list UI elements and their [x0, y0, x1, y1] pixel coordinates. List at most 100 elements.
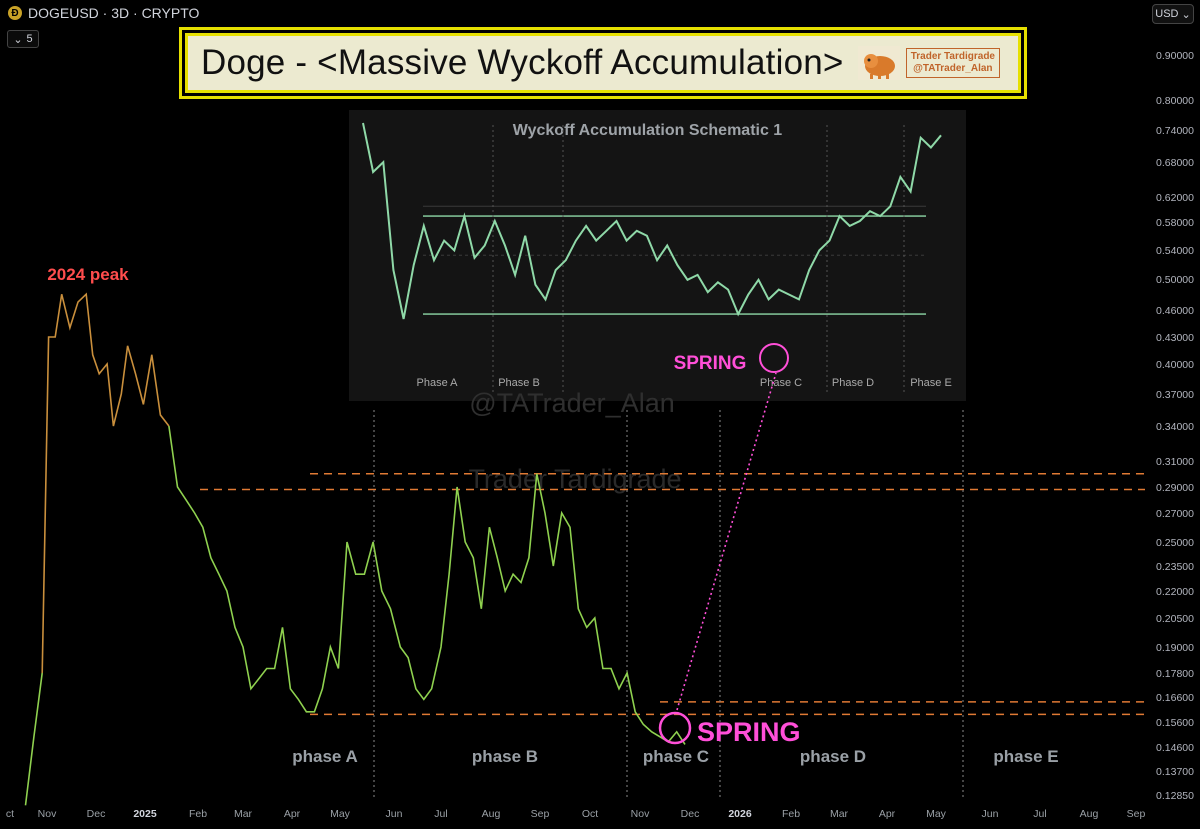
phase-label: phase C — [643, 747, 709, 766]
x-tick-label: Mar — [234, 808, 253, 820]
x-tick-label: Nov — [631, 808, 650, 820]
schematic-spring-circle — [759, 343, 789, 373]
y-tick-label: 0.50000 — [1156, 274, 1194, 286]
y-tick-label: 0.34000 — [1156, 421, 1194, 433]
schematic-line — [362, 122, 942, 320]
x-tick-label: Feb — [782, 808, 800, 820]
y-tick-label: 0.13700 — [1156, 766, 1194, 778]
x-tick-label: Jun — [982, 808, 999, 820]
price-series — [24, 292, 686, 806]
currency-label: USD — [1155, 8, 1179, 20]
phase-label: phase B — [472, 747, 538, 766]
y-tick-label: 0.15600 — [1156, 717, 1194, 729]
y-tick-label: 0.14600 — [1156, 742, 1194, 754]
schematic-inset: Wyckoff Accumulation Schematic 1 Phase A P… — [349, 110, 966, 494]
symbol-header[interactable]: Ð DOGEUSD · 3D · CRYPTO — [0, 0, 199, 26]
x-tick-label: Sep — [531, 808, 550, 820]
indicator-collapse-button[interactable]: ⌄ 5 — [7, 30, 39, 48]
y-tick-label: 0.80000 — [1156, 95, 1194, 107]
price-line-peak — [41, 292, 170, 674]
peak-annotation: 2024 peak — [47, 265, 129, 284]
x-tick-label: Aug — [482, 808, 501, 820]
y-tick-label: 0.29000 — [1156, 482, 1194, 494]
doge-coin-icon: Ð — [8, 6, 22, 20]
phase-separators — [373, 410, 964, 800]
title-banner-inner: Doge - <Massive Wyckoff Accumulation> Tr… — [185, 33, 1021, 93]
schematic-phase-label: Phase D — [832, 377, 874, 389]
symbol-label: DOGEUSD · 3D · CRYPTO — [28, 5, 200, 21]
y-tick-label: 0.25000 — [1156, 537, 1194, 549]
spring-label: SPRING — [697, 717, 801, 747]
schematic-phase-label: Phase C — [760, 377, 802, 389]
spring-link-line — [676, 372, 777, 711]
schematic-phase-label: Phase E — [910, 377, 952, 389]
schematic-phase-label: Phase B — [498, 377, 540, 389]
schematic-title: Wyckoff Accumulation Schematic 1 — [513, 122, 783, 139]
x-tick-label: May — [926, 808, 947, 820]
tardigrade-logo-icon — [857, 46, 900, 80]
banner-title: Doge - <Massive Wyckoff Accumulation> — [201, 43, 844, 82]
y-tick-label: 0.17800 — [1156, 668, 1194, 680]
y-tick-label: 0.90000 — [1156, 50, 1194, 62]
chevron-down-icon: ⌄ — [13, 33, 23, 46]
brand-handle: @TATrader_Alan — [913, 63, 993, 74]
chart-labels: 2024 peak phase A phase B phase C phase D pha… — [47, 265, 1058, 766]
watermark-name: Trader Tardigrade — [468, 464, 681, 494]
price-line-rise — [24, 672, 43, 806]
y-tick-label: 0.54000 — [1156, 245, 1194, 257]
price-levels — [200, 473, 1145, 716]
x-tick-label: May — [330, 808, 351, 820]
y-tick-label: 0.19000 — [1156, 642, 1194, 654]
x-tick-label: Jul — [434, 808, 447, 820]
brand-text-box: Trader Tardigrade @TATrader_Alan — [905, 48, 1000, 78]
x-tick-label: Jul — [1033, 808, 1046, 820]
x-tick-label: Apr — [284, 808, 301, 820]
schematic-phase-label: Phase A — [417, 377, 459, 389]
phase-label: phase E — [993, 747, 1058, 766]
y-tick-label: 0.22000 — [1156, 586, 1194, 598]
y-tick-label: 0.20500 — [1156, 613, 1194, 625]
y-tick-label: 0.46000 — [1156, 305, 1194, 317]
y-tick-label: 0.27000 — [1156, 508, 1194, 520]
y-tick-label: 0.74000 — [1156, 125, 1194, 137]
price-axis: 0.90000 0.80000 0.74000 0.68000 0.62000 0.580… — [1146, 26, 1200, 824]
y-tick-label: 0.37000 — [1156, 389, 1194, 401]
y-tick-label: 0.16600 — [1156, 692, 1194, 704]
x-tick-label: Oct — [582, 808, 598, 820]
y-tick-label: 0.31000 — [1156, 456, 1194, 468]
price-axis-bg — [1146, 26, 1200, 824]
brand-badge: Trader Tardigrade @TATrader_Alan — [857, 46, 1000, 80]
watermark-handle: @TATrader_Alan — [469, 388, 674, 418]
schematic-spring-label: SPRING — [674, 353, 747, 374]
y-tick-label: 0.68000 — [1156, 157, 1194, 169]
x-tick-label: Dec — [681, 808, 700, 820]
y-tick-label: 0.23500 — [1156, 561, 1194, 573]
x-tick-label: Nov — [38, 808, 57, 820]
title-banner: Doge - <Massive Wyckoff Accumulation> Tr… — [179, 27, 1027, 99]
phase-label: phase A — [292, 747, 358, 766]
x-tick-label: 2026 — [728, 808, 752, 820]
x-tick-label: Feb — [189, 808, 207, 820]
y-tick-label: 0.62000 — [1156, 192, 1194, 204]
chevron-down-icon: ⌄ — [1181, 8, 1191, 21]
x-tick-label: Dec — [87, 808, 106, 820]
brand-name: Trader Tardigrade — [910, 51, 995, 62]
phase-label: phase D — [800, 747, 866, 766]
price-line-trend — [168, 425, 686, 745]
spring-circle — [658, 711, 692, 745]
indicator-count: 5 — [26, 33, 33, 45]
time-axis: ct Nov Dec 2025 Feb Mar Apr May Jun Jul Aug Sep Oct N… — [6, 808, 1146, 820]
y-tick-label: 0.43000 — [1156, 332, 1194, 344]
x-tick-label: 2025 — [133, 808, 157, 820]
x-tick-label: Mar — [830, 808, 849, 820]
x-tick-label: Sep — [1127, 808, 1146, 820]
y-tick-label: 0.40000 — [1156, 359, 1194, 371]
x-tick-label: Apr — [879, 808, 896, 820]
x-tick-label: Jun — [386, 808, 403, 820]
currency-select[interactable]: USD ⌄ — [1152, 4, 1194, 24]
x-tick-label: Aug — [1080, 808, 1099, 820]
y-tick-label: 0.58000 — [1156, 217, 1194, 229]
x-tick-label: ct — [6, 808, 14, 820]
